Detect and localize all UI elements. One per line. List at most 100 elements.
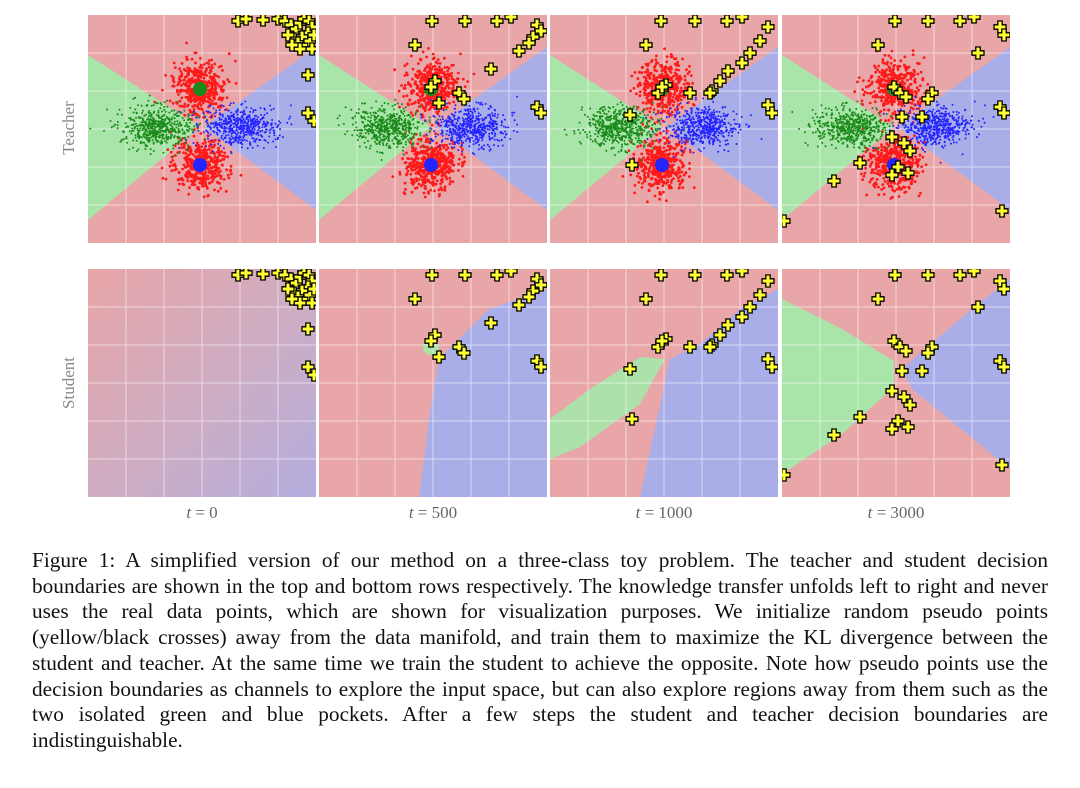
pseudo-point-cross	[654, 15, 668, 28]
pseudo-point-cross	[683, 340, 697, 354]
pseudo-point-cross	[921, 269, 935, 282]
pseudo-point-cross	[307, 282, 316, 296]
pseudo-point-cross	[484, 316, 498, 330]
column-label-t3000: t = 3000	[867, 503, 925, 522]
pseudo-point-cross	[655, 334, 669, 348]
pseudo-point-cross	[997, 360, 1010, 374]
pseudo-point-cross	[885, 130, 899, 144]
pseudo-point-cross	[901, 166, 915, 180]
pseudo-point-cross	[522, 36, 536, 50]
pseudo-point-cross	[623, 108, 637, 122]
pseudo-point-cross	[921, 15, 935, 28]
teacher-panel-t1000	[550, 15, 778, 243]
pseudo-point-cross	[504, 269, 518, 278]
caption-label: Figure 1:	[32, 548, 116, 572]
pseudo-point-cross	[484, 62, 498, 76]
pseudo-point-cross	[885, 168, 899, 182]
pseudo-point-cross	[827, 174, 841, 188]
blue-pocket	[193, 158, 207, 172]
pseudo-point-cross	[504, 15, 518, 24]
pseudo-point-cross	[490, 269, 504, 282]
pseudo-point-cross	[285, 292, 299, 306]
pseudo-point-cross	[458, 15, 472, 28]
pseudo-point-cross	[827, 428, 841, 442]
pseudo-point-cross	[639, 292, 653, 306]
green-class-points	[563, 101, 686, 161]
pseudo-point-cross	[967, 269, 981, 278]
pseudo-point-cross	[765, 106, 778, 120]
pseudo-point-cross	[623, 362, 637, 376]
pseudo-point-cross	[239, 269, 253, 280]
green-class-points	[791, 100, 908, 153]
pseudo-point-cross	[891, 160, 905, 174]
pseudo-point-cross	[753, 34, 767, 48]
pseudo-point-cross	[307, 368, 316, 382]
pseudo-point-cross	[901, 420, 915, 434]
pseudo-point-cross	[425, 15, 439, 28]
pseudo-point-cross	[921, 92, 935, 106]
pseudo-point-cross	[721, 64, 735, 78]
pseudo-point-cross	[753, 288, 767, 302]
pseudo-point-cross	[424, 80, 438, 94]
pseudo-point-cross	[534, 24, 547, 38]
blue-pocket	[424, 158, 438, 172]
pseudo-point-cross	[457, 92, 471, 106]
pseudo-point-cross	[490, 15, 504, 28]
pseudo-point-cross	[997, 282, 1010, 296]
row-label-teacher: Teacher	[59, 101, 78, 155]
pseudo-point-cross	[512, 44, 526, 58]
pseudo-point-cross	[720, 269, 734, 282]
pseudo-point-cross	[703, 86, 717, 100]
pseudo-point-cross	[301, 68, 315, 82]
pseudo-point-cross	[424, 334, 438, 348]
teacher-panel-t500	[319, 15, 547, 243]
pseudo-point-cross	[761, 274, 775, 288]
pseudo-point-cross	[239, 15, 253, 26]
grid-lines	[88, 15, 316, 243]
pseudo-point-cross	[915, 364, 929, 378]
pseudo-point-cross	[256, 15, 270, 27]
pseudo-point-cross	[688, 15, 702, 28]
pseudo-point-cross	[703, 340, 717, 354]
pseudo-point-cross	[425, 269, 439, 282]
blue-class-region	[419, 289, 547, 497]
grid-lines	[88, 269, 316, 497]
pseudo-point-cross	[534, 106, 547, 120]
pseudo-point-cross	[655, 80, 669, 94]
pseudo-point-cross	[953, 269, 967, 282]
green-class-region	[550, 55, 662, 220]
pseudo-point-cross	[534, 278, 547, 292]
blue-class-points	[178, 100, 293, 155]
pseudo-point-cross	[256, 269, 270, 281]
pseudo-point-cross	[853, 156, 867, 170]
column-label-t1000: t = 1000	[635, 503, 693, 522]
pseudo-point-cross	[432, 96, 446, 110]
student-panel-t1000	[550, 269, 778, 497]
student-panel-t500	[319, 269, 547, 497]
student-panel-t3000	[782, 269, 1010, 497]
pseudo-point-cross	[432, 350, 446, 364]
pseudo-point-cross	[995, 458, 1009, 472]
pseudo-point-cross	[512, 298, 526, 312]
pseudo-point-cross	[997, 106, 1010, 120]
pseudo-point-cross	[888, 15, 902, 28]
column-label-t500: t = 500	[408, 503, 458, 522]
pseudo-point-cross	[895, 364, 909, 378]
pseudo-point-cross	[891, 414, 905, 428]
pseudo-point-cross	[888, 269, 902, 282]
blue-class-points	[644, 96, 763, 158]
pseudo-point-cross	[735, 56, 749, 70]
pseudo-point-cross	[458, 269, 472, 282]
pseudo-point-cross	[765, 360, 778, 374]
green-class-points	[336, 98, 448, 161]
pseudo-point-cross	[853, 410, 867, 424]
pseudo-point-cross	[307, 114, 316, 128]
blue-pocket	[655, 158, 669, 172]
pseudo-point-cross	[915, 110, 929, 124]
pseudo-point-cross	[534, 360, 547, 374]
green-class-region	[782, 299, 894, 474]
pseudo-point-cross	[301, 322, 315, 336]
pseudo-point-cross	[720, 15, 734, 28]
pseudo-point-cross	[408, 38, 422, 52]
